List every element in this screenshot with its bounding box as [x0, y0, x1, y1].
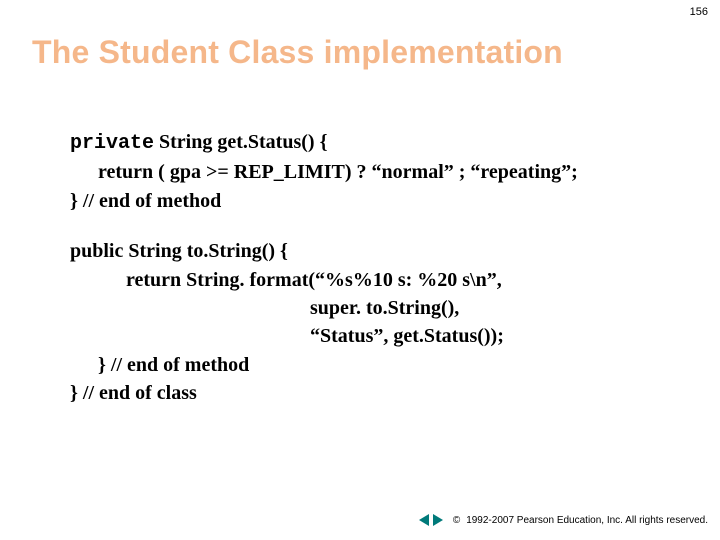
- copyright-text: 1992-2007 Pearson Education, Inc. All ri…: [466, 515, 708, 526]
- code-line-m1-body: return ( gpa >= REP_LIMIT) ? “normal” ; …: [70, 158, 680, 186]
- code-line-m2-sig: public String to.String() {: [70, 237, 680, 265]
- code-line-m2-b2: super. to.String(),: [70, 294, 680, 322]
- next-arrow-icon[interactable]: [433, 514, 443, 526]
- prev-arrow-icon[interactable]: [419, 514, 429, 526]
- copyright-symbol-icon: ©: [453, 515, 460, 526]
- code-line-m1-sig: private String get.Status() {: [70, 128, 680, 158]
- code-line-m1-close: } // end of method: [70, 187, 680, 215]
- nav-arrows: [419, 514, 443, 526]
- slide-title: The Student Class implementation: [32, 34, 563, 71]
- code-line-m2-b3: “Status”, get.Status());: [70, 322, 680, 350]
- footer: © 1992-2007 Pearson Education, Inc. All …: [419, 514, 708, 526]
- page-number: 156: [690, 6, 708, 18]
- m1-signature-rest: String get.Status() {: [154, 131, 327, 153]
- keyword-private: private: [70, 132, 154, 155]
- code-block: private String get.Status() { return ( g…: [70, 128, 680, 408]
- code-line-m2-close: } // end of method: [70, 351, 680, 379]
- code-line-m2-b1: return String. format(“%s%10 s: %20 s\n”…: [70, 266, 680, 294]
- code-line-class-close: } // end of class: [70, 379, 680, 407]
